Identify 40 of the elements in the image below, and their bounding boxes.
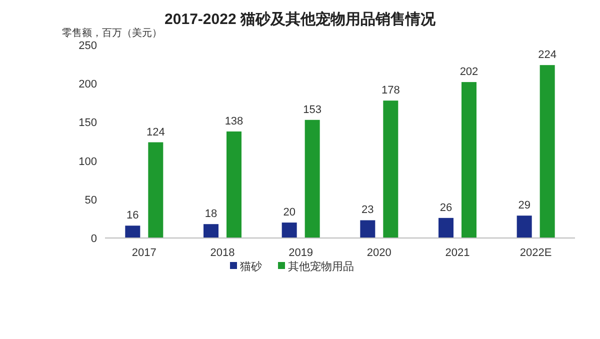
bar [304, 120, 320, 238]
y-tick-label: 50 [84, 194, 97, 206]
x-tick-label: 2019 [288, 247, 314, 259]
y-tick-label: 200 [78, 78, 97, 91]
data-label: 26 [440, 202, 452, 214]
data-label: 178 [381, 84, 400, 97]
data-label: 153 [303, 104, 322, 116]
y-tick-label: 0 [90, 233, 97, 245]
legend-label: 猫砂 [240, 260, 262, 273]
y-tick-label: 100 [78, 156, 97, 168]
data-label: 202 [460, 66, 478, 78]
bar [438, 218, 454, 238]
bar [125, 226, 140, 238]
data-label: 23 [362, 204, 374, 216]
data-label: 138 [224, 115, 244, 128]
data-label: 18 [204, 208, 218, 220]
x-tick-label: 2020 [366, 247, 392, 259]
legend-label: 其他宠物用品 [288, 260, 354, 273]
bar [516, 216, 532, 238]
data-label: 124 [146, 126, 165, 138]
x-tick-label: 2017 [132, 247, 156, 259]
y-tick-label: 150 [78, 117, 97, 130]
bar [226, 131, 242, 238]
bar [282, 222, 297, 238]
data-label: 29 [518, 200, 530, 212]
bar [383, 100, 398, 238]
chart-title: 2017-2022 猫砂及其他宠物用品销售情况 [164, 10, 436, 28]
bar [462, 82, 476, 238]
bar [540, 65, 555, 238]
x-tick-label: 2021 [445, 247, 470, 259]
data-label: 224 [538, 49, 557, 62]
y-axis-title: 零售额，百万（美元） [62, 27, 162, 39]
x-tick-label: 2022E [520, 247, 552, 259]
bar [360, 220, 376, 238]
y-tick-label: 250 [78, 40, 97, 52]
data-label: 20 [283, 206, 296, 219]
data-label: 16 [126, 210, 139, 222]
x-tick-label: 2018 [210, 247, 235, 259]
bar [148, 142, 164, 238]
bar [204, 224, 218, 238]
